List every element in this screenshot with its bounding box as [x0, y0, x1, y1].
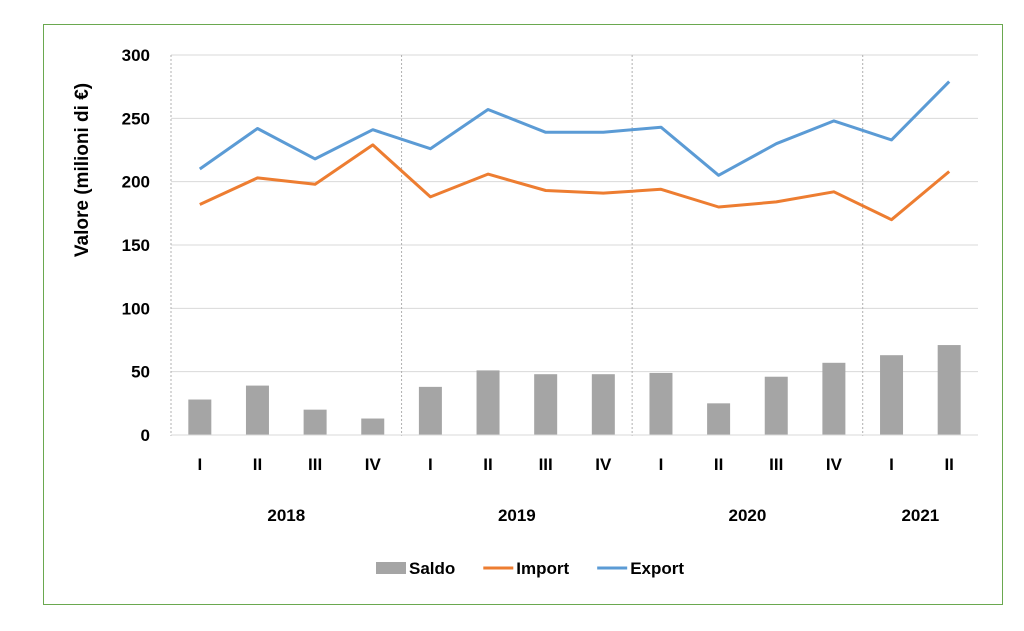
- year-label: 2018: [267, 506, 305, 525]
- lines-layer: [198, 80, 951, 222]
- y-tick-label: 50: [131, 363, 150, 382]
- legend-label-saldo: Saldo: [409, 559, 455, 578]
- bar-saldo: [822, 362, 846, 435]
- x-tick-label: III: [539, 455, 553, 474]
- line-import: [199, 143, 951, 222]
- x-tick-label: II: [253, 455, 262, 474]
- x-tick-label: I: [889, 455, 894, 474]
- year-label: 2019: [498, 506, 536, 525]
- year-label: 2021: [901, 506, 939, 525]
- y-tick-label: 300: [122, 46, 150, 65]
- grid-layer: [170, 54, 978, 436]
- x-tick-label: II: [714, 455, 723, 474]
- legend-swatch-saldo: [376, 562, 406, 574]
- y-tick-label: 0: [141, 426, 150, 445]
- x-tick-label: II: [483, 455, 492, 474]
- bar-saldo: [361, 418, 385, 435]
- bar-saldo: [534, 374, 558, 435]
- x-tick-label: I: [659, 455, 664, 474]
- x-tick-label: III: [308, 455, 322, 474]
- legend-label-export: Export: [630, 559, 684, 578]
- y-tick-label: 100: [122, 299, 150, 318]
- bar-saldo: [937, 345, 961, 435]
- bar-saldo: [245, 385, 269, 435]
- bar-saldo: [707, 403, 731, 435]
- bar-saldo: [476, 370, 500, 435]
- x-tick-label: IV: [365, 455, 382, 474]
- bar-saldo: [303, 409, 327, 435]
- x-tick-label: IV: [826, 455, 843, 474]
- y-axis-label: Valore (milioni di €): [72, 83, 93, 257]
- bars-layer: [188, 345, 961, 435]
- bar-saldo: [418, 386, 442, 435]
- x-tick-label: I: [428, 455, 433, 474]
- year-label: 2020: [729, 506, 767, 525]
- y-tick-label: 150: [122, 236, 150, 255]
- bar-saldo: [764, 376, 788, 435]
- legend: Saldo Import Export: [376, 559, 684, 578]
- x-tick-label: III: [769, 455, 783, 474]
- bar-saldo: [591, 374, 615, 435]
- x-tick-label: IV: [595, 455, 612, 474]
- bar-saldo: [649, 372, 673, 435]
- legend-label-import: Import: [516, 559, 569, 578]
- y-tick-label: 200: [122, 173, 150, 192]
- x-tick-label: I: [197, 455, 202, 474]
- x-tick-label: II: [944, 455, 953, 474]
- bar-saldo: [188, 399, 212, 435]
- y-tick-label: 250: [122, 109, 150, 128]
- chart-frame: [43, 24, 1003, 605]
- bar-saldo: [880, 355, 904, 435]
- line-export: [198, 80, 951, 177]
